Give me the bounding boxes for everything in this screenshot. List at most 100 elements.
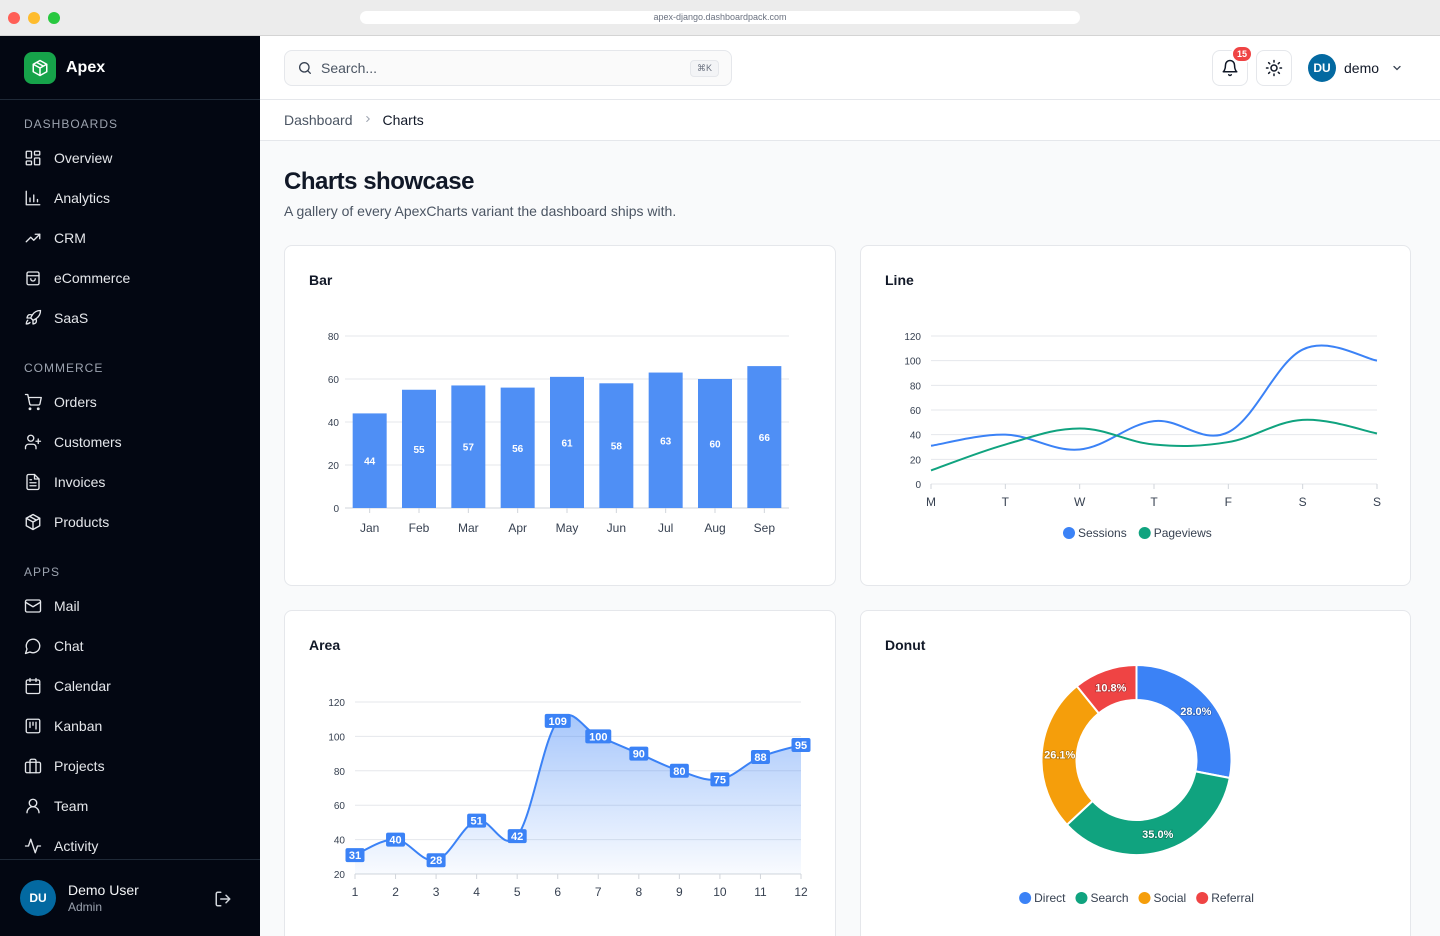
y-tick-label: 80 [910,381,922,392]
y-tick-label: 40 [334,836,346,847]
x-tick-label: 4 [473,885,480,899]
legend-label: Social [1154,891,1187,905]
x-tick-label: Jan [360,521,379,535]
data-label: 31 [349,850,361,862]
x-tick-label: 1 [352,885,359,899]
theme-toggle-button[interactable] [1256,50,1292,86]
y-tick-label: 20 [910,455,922,466]
breadcrumb-dashboard[interactable]: Dashboard [284,112,353,128]
sidebar-item-calendar[interactable]: Calendar [0,666,260,706]
data-label: 80 [673,766,685,778]
y-tick-label: 0 [333,504,339,515]
sidebar-item-analytics[interactable]: Analytics [0,178,260,218]
y-tick-label: 60 [910,406,922,417]
sidebar-item-activity[interactable]: Activity [0,826,260,866]
user-plus-icon [24,434,42,450]
section-label: APPS [24,565,61,579]
y-tick-label: 40 [328,418,340,429]
user-role: Admin [68,900,103,914]
data-label-box [669,763,689,778]
sidebar-item-label: eCommerce [54,270,131,286]
y-tick-label: 80 [328,332,340,343]
search-box[interactable]: ⌘K [284,50,732,86]
donut-slice-direct [1135,663,1233,780]
legend-marker [1019,892,1032,904]
data-label-box [710,772,730,787]
data-label: 95 [795,740,807,752]
grid-icon [25,150,41,166]
sidebar-item-label: Analytics [54,190,111,206]
card-title: Area [309,637,341,653]
x-tick-label: Feb [409,521,430,535]
y-tick-label: 120 [328,698,345,709]
bell-icon [1222,59,1238,77]
data-label-box [426,853,446,868]
data-label: 88 [754,752,766,764]
sidebar-item-overview[interactable]: Overview [0,138,260,178]
x-tick-label: 12 [794,885,808,899]
activity-icon [24,838,42,854]
user-name: Demo User [68,882,139,898]
sidebar-item-team[interactable]: Team [0,786,260,826]
kanban-icon [25,718,41,734]
minimize-window-button[interactable] [28,12,40,24]
sidebar-item-kanban[interactable]: Kanban [0,706,260,746]
data-label: 51 [471,816,483,828]
brand-name: Apex [66,58,106,76]
x-tick-label: Jul [658,521,673,535]
sidebar-item-label: Chat [54,638,84,654]
avatar: DU [20,880,56,916]
brand[interactable]: Apex [0,36,260,100]
bar-value-label: 57 [463,443,475,454]
sidebar-item-orders[interactable]: Orders [0,382,260,422]
donut-slice-search [1065,770,1231,856]
search-input[interactable] [321,60,681,76]
user-menu[interactable]: DU demo [1308,54,1403,82]
sidebar-item-mail[interactable]: Mail [0,586,260,626]
sidebar-item-ecommerce[interactable]: eCommerce [0,258,260,298]
sidebar-user[interactable]: DU Demo User Admin [0,859,260,936]
sidebar-item-customers[interactable]: Customers [0,422,260,462]
sidebar-item-invoices[interactable]: Invoices [0,462,260,502]
legend-marker [1138,527,1151,539]
sidebar-item-products[interactable]: Products [0,502,260,542]
bar-chart: 0 20 40 60 80 44 Jan 55 Feb 57 Mar 56 Apr 61 May 58 Jun 6… [328,332,789,535]
y-tick-label: 120 [904,332,921,343]
data-label: 75 [714,774,726,786]
avatar: DU [1308,54,1336,82]
x-tick-label: 6 [554,885,561,899]
close-window-button[interactable] [8,12,20,24]
sidebar-item-label: Activity [54,838,99,854]
x-tick-label: S [1299,495,1307,509]
breadcrumb: Dashboard Charts [260,100,1440,141]
bar-value-label: 55 [413,445,425,456]
url-bar[interactable]: apex-django.dashboardpack.com [360,11,1080,24]
slice-value-label: 28.0% [1180,706,1211,718]
logout-icon[interactable] [214,890,232,908]
sidebar-item-chat[interactable]: Chat [0,626,260,666]
y-tick-label: 40 [910,431,922,442]
package-icon [25,513,41,531]
maximize-window-button[interactable] [48,12,60,24]
bar-value-label: 66 [759,433,771,444]
notifications-button[interactable]: 15 [1212,45,1253,86]
data-label: 109 [549,716,567,728]
card-title: Line [885,272,914,288]
data-label-box [345,848,365,863]
bar-value-label: 44 [364,457,376,468]
y-tick-label: 100 [904,357,921,368]
mail-icon [24,599,42,613]
sidebar-item-label: Orders [54,394,97,410]
bar [500,387,535,508]
data-label: 90 [633,749,645,761]
x-tick-label: T [1002,495,1010,509]
search-icon [299,61,311,74]
sidebar-item-crm[interactable]: CRM [0,218,260,258]
slice-value-label: 35.0% [1142,829,1173,841]
x-tick-label: May [556,521,579,535]
sidebar-item-saas[interactable]: SaaS [0,298,260,338]
sidebar-item-projects[interactable]: Projects [0,746,260,786]
bar-value-label: 58 [611,442,623,453]
legend-label: Referral [1211,891,1254,905]
bar [747,366,782,508]
